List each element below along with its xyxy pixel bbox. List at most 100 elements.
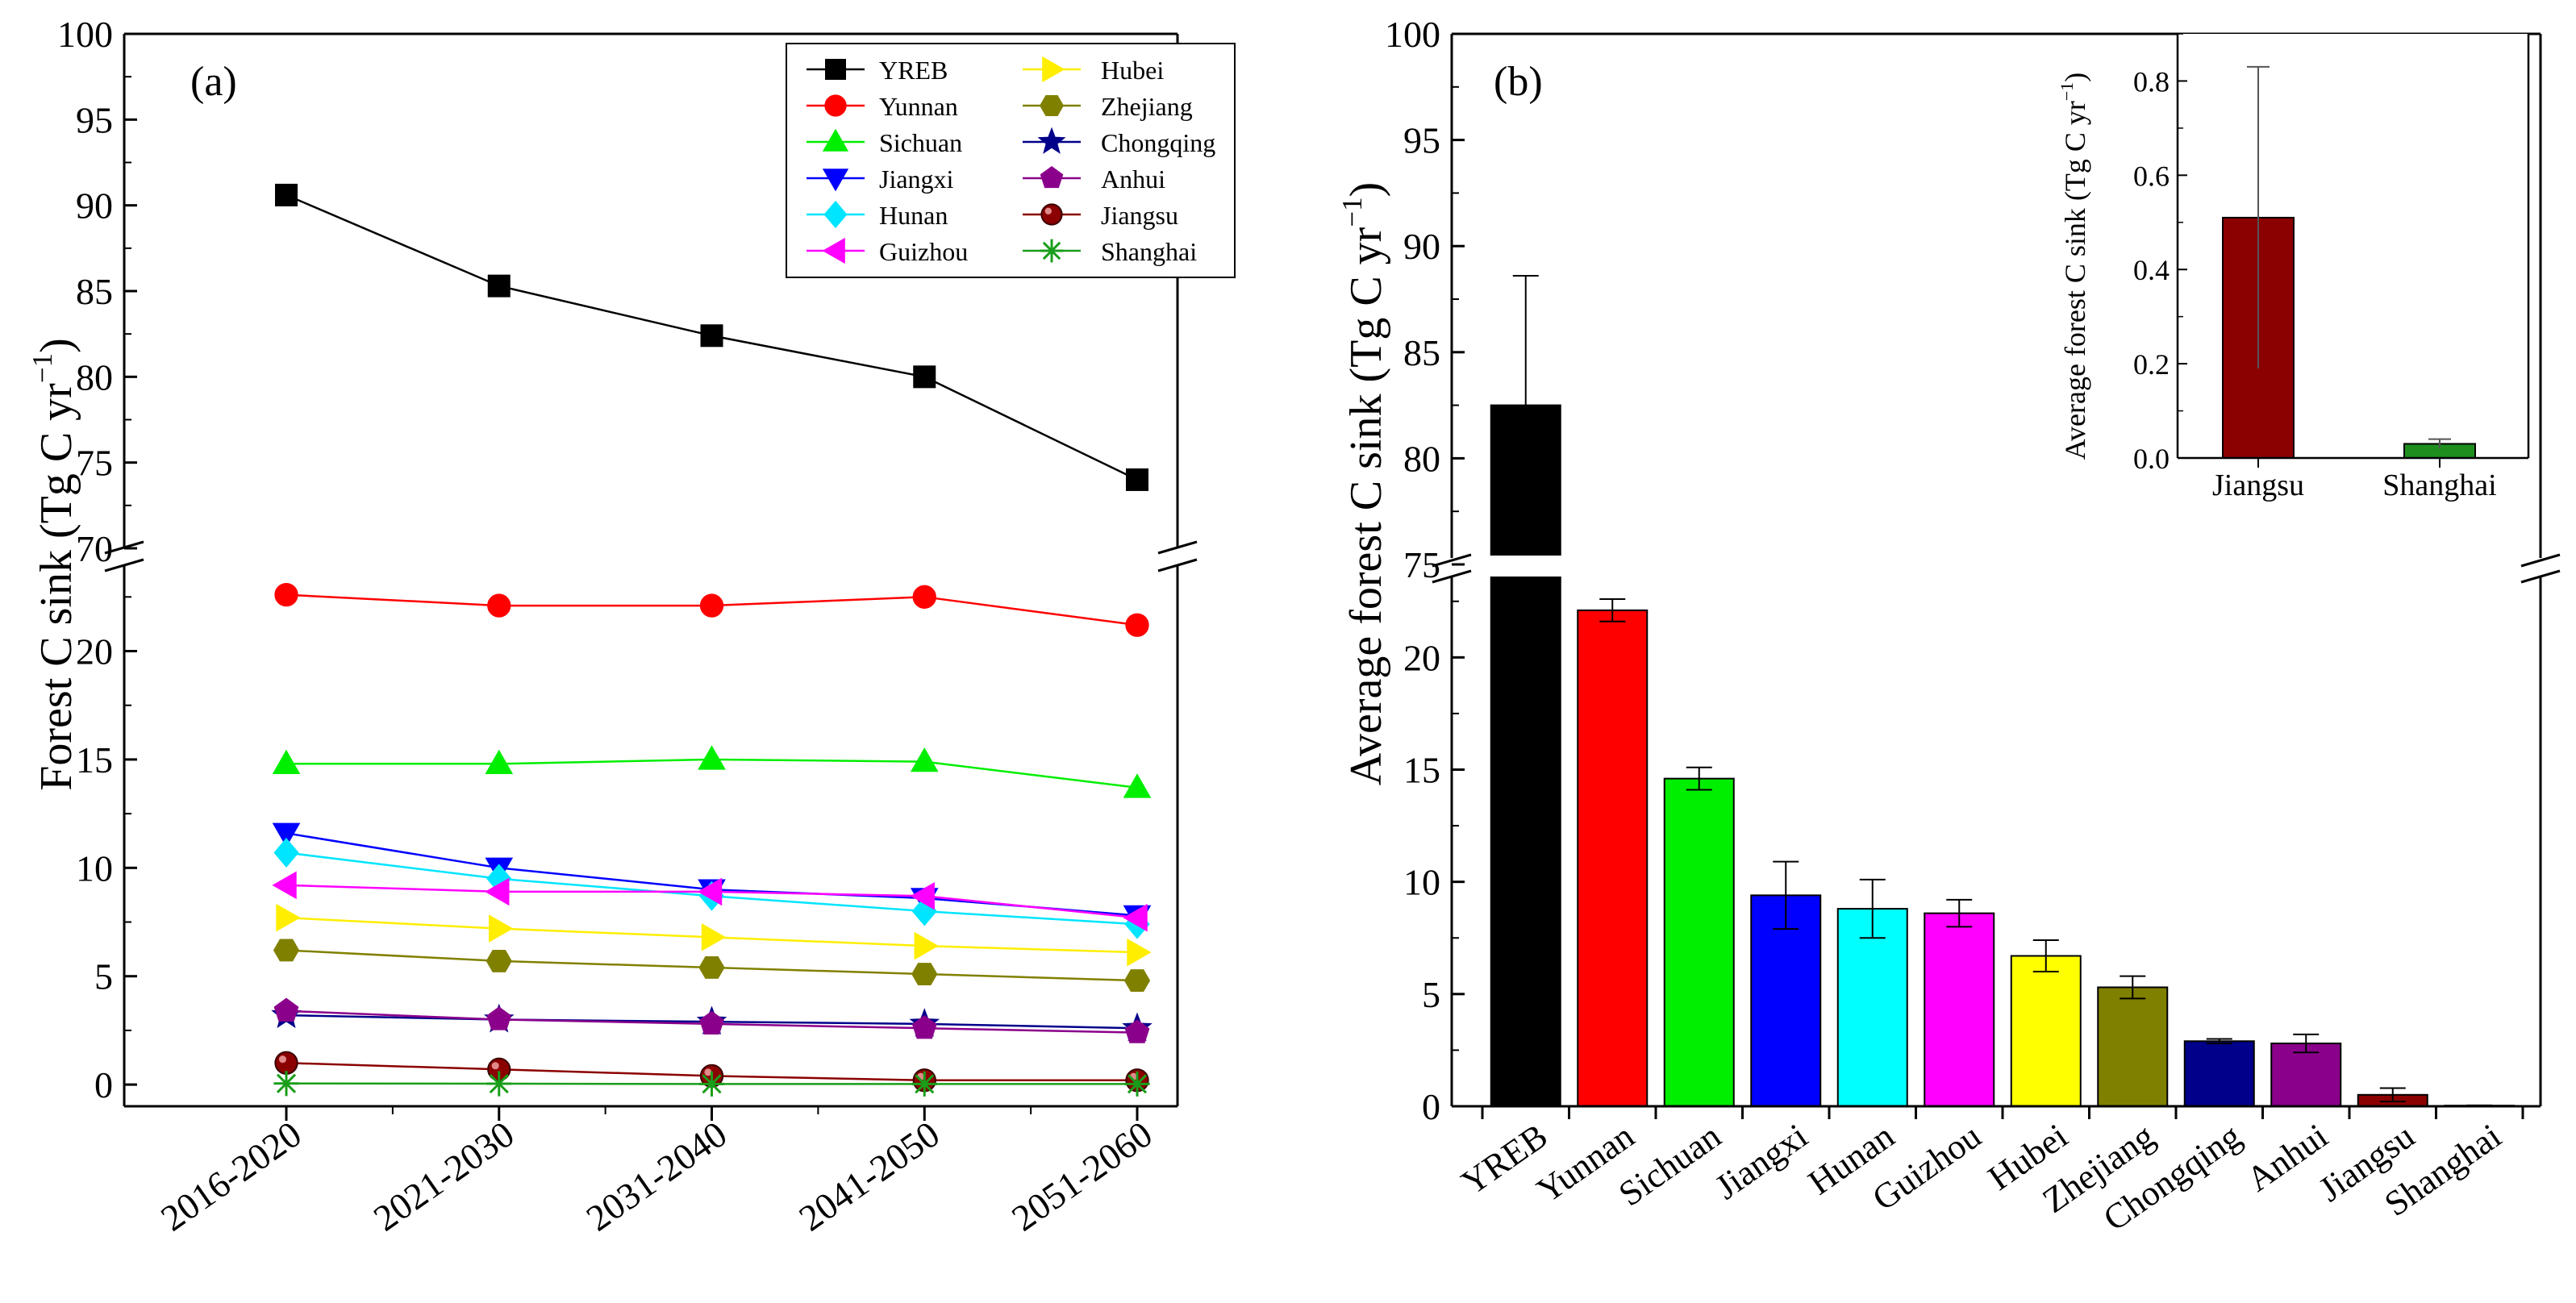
data-point-guizhou-1: [485, 877, 510, 906]
x-tick-label-sichuan: Sichuan: [1611, 1116, 1728, 1213]
legend-marker-chongqing: [1037, 127, 1066, 154]
legend-label-yunnan: Yunnan: [879, 92, 958, 121]
data-point-hubei-3: [914, 931, 939, 960]
inset-chart: Jiangsu Shanghai 0.0 0.2 0.4 0.6 0.8: [2133, 33, 2530, 502]
y-tick-label: 80: [76, 356, 113, 398]
data-point-yunnan-1: [487, 593, 511, 618]
data-point-yunnan-0: [274, 582, 298, 607]
legend-label-zhejiang: Zhejiang: [1101, 92, 1193, 121]
y-tick-label: 15: [1403, 750, 1440, 791]
x-tick-label: 2021-2030: [366, 1113, 522, 1238]
legend-marker-hubei: [1042, 56, 1065, 83]
data-point-shanghai-2: [698, 1071, 725, 1097]
bar-yunnan: [1577, 609, 1649, 1107]
legend-box: [786, 43, 1236, 278]
data-point-hunan-0: [273, 838, 299, 868]
bar-anhui: [2270, 1043, 2342, 1107]
y-tick-label: 0: [1422, 1086, 1440, 1127]
legend-label-sichuan: Sichuan: [879, 128, 962, 157]
x-tick-label: 2041-2050: [791, 1113, 947, 1238]
x-tick-label: 2051-2060: [1004, 1113, 1160, 1238]
x-tick-label: 2016-2020: [153, 1113, 309, 1238]
inset-y-tick-label: 0.2: [2133, 348, 2170, 381]
y-tick-label: 90: [76, 185, 113, 227]
legend-label-anhui: Anhui: [1101, 164, 1165, 194]
y-tick-label: 85: [76, 271, 113, 312]
data-point-anhui-1: [486, 1006, 512, 1030]
x-tick-label: 2031-2040: [579, 1113, 735, 1238]
legend-marker-jiangxi: [822, 169, 849, 192]
data-point-yreb-0: [275, 183, 298, 206]
y-tick-label: 70: [76, 528, 113, 569]
legend: YREB Yunnan Sichuan Jiangxi Hunan Guizhou Hube…: [786, 43, 1236, 278]
legend-label-shanghai: Shanghai: [1101, 237, 1197, 266]
panel-b-y-axis-label: Average forest C sink (Tg C yr−1): [1336, 182, 1391, 785]
y-tick-label: 100: [1385, 14, 1440, 55]
data-point-sichuan-2: [698, 745, 726, 770]
data-point-yunnan-2: [699, 593, 724, 618]
data-point-yreb-2: [700, 324, 723, 348]
y-tick-label: 95: [1403, 120, 1440, 161]
bar-yreb: [1490, 577, 1561, 1107]
y-tick-label: 85: [1403, 332, 1440, 373]
data-point-zhejiang-2: [698, 956, 725, 979]
data-point-jiangsu-1: [487, 1057, 511, 1081]
legend-label-chongqing: Chongqing: [1101, 128, 1215, 157]
inset-x-label-jiangsu: Jiangsu: [2212, 468, 2304, 502]
bar-sichuan: [1663, 777, 1735, 1108]
legend-marker-sichuan: [822, 128, 849, 152]
data-point-zhejiang-0: [273, 939, 300, 962]
y-tick-label: 100: [57, 14, 113, 55]
legend-label-hubei: Hubei: [1101, 56, 1164, 85]
panel-b: 051015207580859095100YREBYunnanSichuanJi…: [1385, 14, 2561, 1238]
data-point-shanghai-1: [486, 1071, 512, 1097]
axis-break-mark: [2520, 569, 2561, 584]
panel-a: 0 5 10 15 20 70 75 80 85 90 95 100 2016-2020 2021-203…: [57, 14, 1236, 1239]
data-point-jiangxi-0: [272, 822, 301, 847]
legend-marker-guizhou: [822, 237, 845, 264]
y-tick-label: 5: [1422, 974, 1440, 1015]
y-tick-label: 90: [1403, 226, 1440, 267]
legend-label-jiangsu: Jiangsu: [1101, 201, 1178, 230]
data-point-hubei-2: [701, 923, 727, 951]
data-point-hubei-4: [1127, 938, 1152, 967]
y-tick-label: 15: [76, 739, 113, 781]
data-point-sichuan-3: [910, 747, 939, 772]
inset-y-tick-label: 0.4: [2133, 254, 2170, 286]
data-point-anhui-0: [273, 997, 299, 1022]
data-point-anhui-4: [1124, 1019, 1150, 1043]
data-point-jiangsu-0: [274, 1051, 298, 1075]
data-point-guizhou-4: [1123, 903, 1148, 932]
bar-chongqing: [2183, 1040, 2255, 1107]
data-point-zhejiang-4: [1123, 969, 1151, 993]
legend-label-hunan: Hunan: [879, 201, 948, 230]
data-point-shanghai-4: [1124, 1071, 1150, 1097]
legend-marker-zhejiang: [1040, 95, 1064, 116]
data-point-guizhou-0: [272, 871, 297, 900]
bar-guizhou: [1924, 912, 1995, 1107]
legend-marker-yunnan: [824, 94, 847, 117]
y-tick-label: 10: [1403, 862, 1440, 903]
inset-y-axis-label: Average forest C sink (Tg C yr−1): [2057, 73, 2091, 460]
data-point-guizhou-2: [697, 877, 723, 906]
data-point-yunnan-4: [1125, 613, 1149, 637]
data-point-zhejiang-3: [911, 963, 938, 985]
axis-break-mark: [1157, 558, 1198, 572]
inset-x-label-shanghai: Shanghai: [2382, 468, 2496, 502]
legend-marker-anhui: [1040, 165, 1064, 189]
legend-marker-shanghai: [1040, 239, 1064, 263]
legend-label-yreb: YREB: [879, 56, 948, 85]
x-tick-label-jiangxi: Jiangxi: [1708, 1116, 1815, 1207]
axis-break-mark: [2520, 553, 2561, 568]
legend-marker-jiangsu: [1040, 203, 1063, 226]
y-tick-label: 5: [94, 956, 113, 997]
data-point-anhui-2: [699, 1010, 724, 1034]
legend-label-guizhou: Guizhou: [879, 237, 968, 266]
data-point-yreb-3: [913, 365, 936, 389]
data-point-hubei-1: [489, 914, 514, 943]
legend-marker-hunan: [823, 200, 848, 229]
panel-a-tag: (a): [190, 59, 237, 105]
legend-marker-yreb: [825, 59, 846, 80]
legend-label-jiangxi: Jiangxi: [879, 164, 954, 194]
